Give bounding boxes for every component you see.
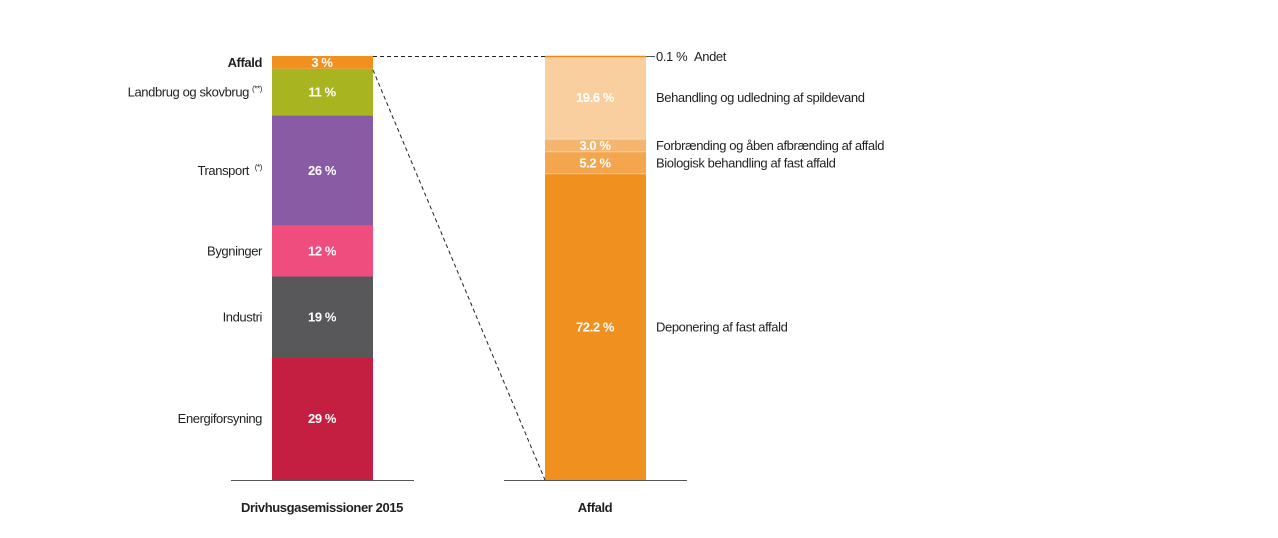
- value-label: 19.6 %: [576, 90, 615, 105]
- bar-segment-1: [545, 151, 646, 174]
- category-label: Industri: [223, 309, 263, 324]
- bar-segment-3: [545, 56, 646, 140]
- category-label-andet: Andet: [694, 49, 727, 64]
- category-label: Deponering af fast affald: [656, 319, 788, 334]
- bar-segment-2: [272, 225, 373, 277]
- waste-bar: 72.2 % Deponering af fast affald 5.2 % Biol…: [545, 49, 885, 480]
- category-label: Landbrug og skovbrug: [128, 85, 250, 100]
- bar-segment-0: [545, 173, 646, 480]
- value-label: 12 %: [308, 244, 337, 259]
- connector-bottom: [372, 69, 546, 481]
- footnote-marker: (*): [255, 163, 263, 172]
- category-label: Biologisk behandling af fast affald: [656, 155, 836, 170]
- value-label: 11 %: [308, 85, 336, 100]
- value-label: 29 %: [308, 411, 337, 426]
- value-label-andet: 0.1 %: [656, 49, 688, 64]
- category-label: Bygninger: [207, 244, 263, 259]
- bar-segment-1: [272, 276, 373, 358]
- footnote-marker: (**): [252, 85, 263, 94]
- left-xlabel: Drivhusgasemissioner 2015: [241, 500, 403, 515]
- bar-segment-0: [272, 357, 373, 480]
- category-label: Energiforsyning: [178, 411, 262, 426]
- category-label: Forbrænding og åben afbrænding af affald: [656, 138, 884, 153]
- bar-segment-3: [272, 115, 373, 226]
- value-label: 5.2 %: [579, 155, 611, 170]
- category-label: Affald: [228, 55, 263, 70]
- value-label: 3.0 %: [579, 138, 611, 153]
- value-label: 19 %: [308, 309, 337, 324]
- category-label: Behandling og udledning af spildevand: [656, 90, 865, 105]
- value-label: 26 %: [308, 163, 337, 178]
- value-label: 3 %: [311, 55, 333, 70]
- bar-segment-5: [272, 56, 373, 69]
- category-label: Transport: [197, 163, 249, 178]
- bar-segment-4: [272, 68, 373, 116]
- right-xlabel: Affald: [578, 500, 613, 515]
- emissions-bar: 29 % Energiforsyning 19 % Industri 12 % Bygni…: [128, 55, 373, 480]
- bar-segment-2: [545, 139, 646, 152]
- value-label: 72.2 %: [576, 319, 615, 334]
